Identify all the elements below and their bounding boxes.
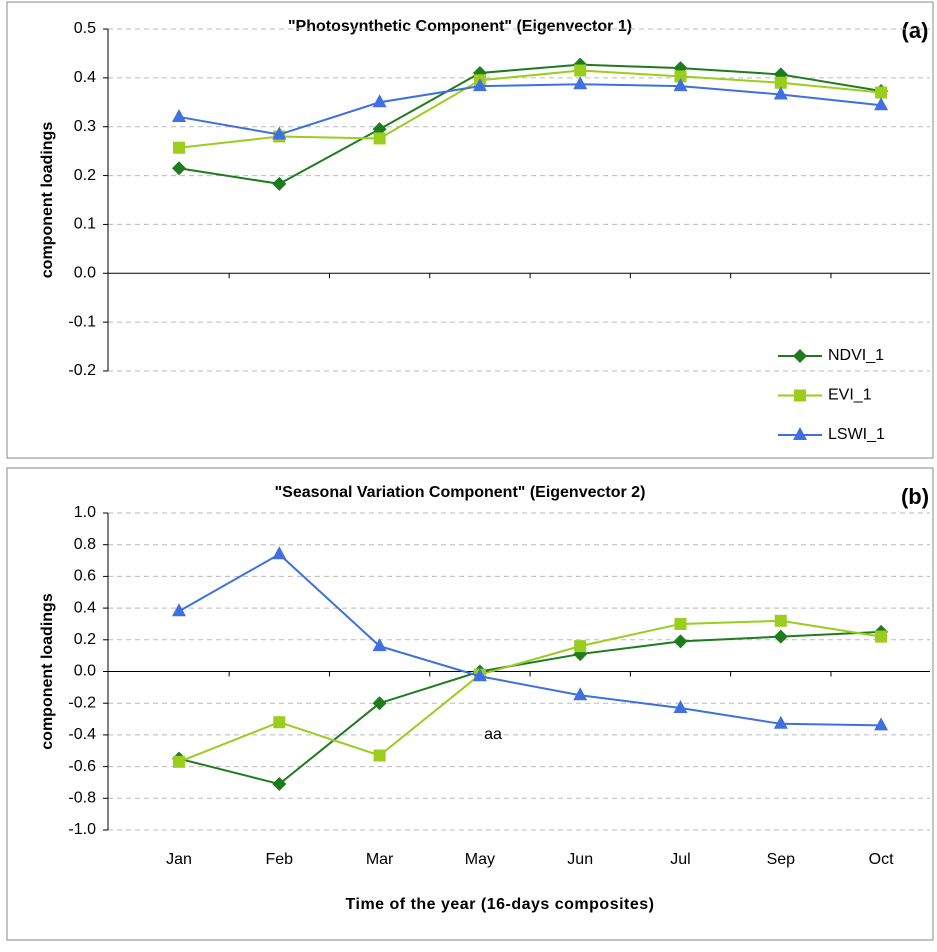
series-line	[178, 63, 882, 185]
marker	[373, 749, 386, 762]
y-tick-label: -0.4	[68, 726, 96, 743]
x-tick-label: Jan	[166, 851, 192, 868]
marker	[574, 640, 587, 653]
panel-label: (a)	[902, 18, 929, 43]
marker	[573, 76, 588, 90]
marker	[272, 546, 287, 560]
y-tick-label: 0.4	[74, 599, 96, 616]
y-tick-label: -0.2	[68, 694, 96, 711]
marker	[673, 634, 688, 649]
marker	[272, 176, 287, 191]
panel-border	[6, 1, 934, 459]
marker	[673, 78, 688, 92]
x-tick-label: May	[465, 851, 495, 868]
series-line	[178, 619, 882, 763]
marker	[773, 629, 788, 644]
x-tick-label: Sep	[767, 851, 796, 868]
marker	[272, 777, 287, 792]
chart-title: "Photosynthetic Component" (Eigenvector …	[288, 18, 632, 35]
marker	[875, 630, 888, 643]
y-axis-label: component loadings	[39, 593, 56, 750]
marker	[674, 617, 687, 630]
marker	[272, 126, 287, 140]
y-tick-label: 0.2	[74, 167, 96, 184]
y-tick-label: 0.0	[74, 663, 96, 680]
y-tick-label: 0.6	[74, 568, 96, 585]
y-tick-label: -0.6	[68, 758, 96, 775]
y-tick-label: 0.3	[74, 118, 96, 135]
y-tick-label: 0.4	[74, 69, 96, 86]
y-tick-label: 0.2	[74, 631, 96, 648]
marker	[472, 78, 487, 92]
marker	[674, 70, 687, 83]
marker	[172, 603, 186, 617]
x-tick-label: Jul	[670, 851, 690, 868]
x-tick-label: Jun	[567, 851, 593, 868]
x-axis-label: Time of the year (16-days composites)	[346, 896, 655, 913]
legend-marker	[793, 349, 807, 363]
marker	[874, 717, 889, 731]
y-tick-label: -0.2	[68, 362, 96, 379]
chart-title: "Seasonal Variation Component" (Eigenvec…	[275, 484, 646, 501]
annotation: aa	[484, 726, 502, 743]
marker	[774, 76, 787, 89]
x-tick-label: Feb	[266, 851, 294, 868]
marker	[173, 141, 185, 154]
marker	[574, 64, 587, 77]
y-tick-label: 0.1	[74, 216, 96, 233]
marker	[273, 716, 286, 729]
legend-marker	[794, 389, 806, 402]
series-line	[178, 83, 882, 136]
marker	[173, 755, 185, 768]
y-tick-label: -0.1	[68, 313, 96, 330]
y-tick-label: 1.0	[74, 504, 96, 521]
x-tick-label: Mar	[366, 851, 394, 868]
y-tick-label: 0.5	[74, 20, 96, 37]
series-line	[178, 630, 882, 786]
y-tick-label: -1.0	[68, 821, 96, 838]
marker	[373, 132, 386, 145]
marker	[774, 614, 787, 627]
marker	[773, 715, 788, 729]
series-line	[178, 552, 882, 727]
panel-border	[6, 467, 934, 941]
y-axis-label: component loadings	[39, 122, 56, 279]
marker	[673, 699, 688, 713]
marker	[472, 668, 487, 682]
legend-label: LSWI_1	[828, 426, 885, 443]
marker	[372, 696, 387, 711]
x-tick-label: Oct	[869, 851, 894, 868]
marker	[573, 687, 588, 701]
marker	[874, 97, 889, 111]
marker	[372, 94, 387, 108]
y-tick-label: 0.0	[74, 265, 96, 282]
legend-label: NDVI_1	[828, 347, 884, 364]
marker	[773, 86, 788, 100]
marker	[875, 86, 888, 99]
marker	[172, 161, 186, 176]
legend-marker	[793, 427, 807, 440]
marker	[172, 108, 186, 122]
panel-label: (b)	[901, 484, 929, 509]
y-tick-label: -0.8	[68, 790, 96, 807]
legend-label: EVI_1	[828, 387, 872, 404]
y-tick-label: 0.8	[74, 536, 96, 553]
marker	[372, 638, 387, 652]
series-line	[178, 69, 882, 149]
